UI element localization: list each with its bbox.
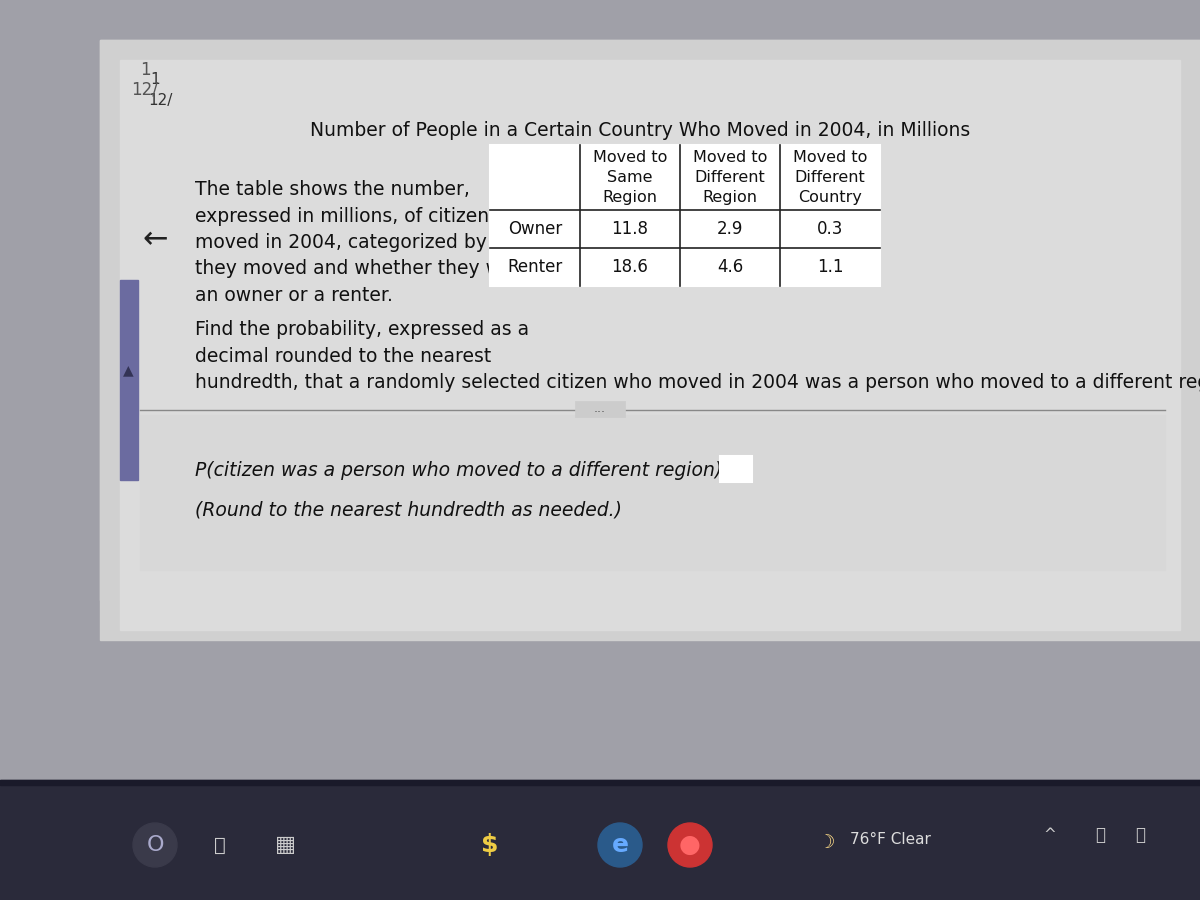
Text: Number of People in a Certain Country Who Moved in 2004, in Millions: Number of People in a Certain Country Wh… (310, 121, 970, 140)
Text: ^: ^ (1044, 827, 1056, 842)
Text: Moved to
Same
Region: Moved to Same Region (593, 150, 667, 205)
Circle shape (668, 823, 712, 867)
Text: The table shows the number,
expressed in millions, of citizens who
moved in 2004: The table shows the number, expressed in… (194, 180, 551, 305)
Text: 🔊: 🔊 (1135, 826, 1145, 844)
Text: ←: ← (143, 226, 168, 255)
Bar (720, 456, 752, 482)
Text: Renter: Renter (508, 258, 563, 276)
Bar (0, 780, 1200, 785)
Bar (100, 40, 1200, 600)
Text: 1: 1 (150, 73, 160, 87)
Text: Moved to
Different
Region: Moved to Different Region (692, 150, 767, 205)
Bar (490, 145, 880, 286)
Text: 0.3: 0.3 (817, 220, 844, 238)
Text: ▲: ▲ (122, 363, 133, 377)
Bar (0, 780, 1200, 900)
Text: Find the probability, expressed as a
decimal rounded to the nearest
hundredth, t: Find the probability, expressed as a dec… (194, 320, 1200, 392)
Text: 12/: 12/ (148, 93, 173, 107)
Text: 11.8: 11.8 (612, 220, 648, 238)
Text: $: $ (481, 833, 499, 857)
Text: 76°F Clear: 76°F Clear (850, 832, 931, 848)
Circle shape (598, 823, 642, 867)
Text: 18.6: 18.6 (612, 258, 648, 276)
Text: 1: 1 (139, 61, 150, 79)
Text: O: O (146, 835, 163, 855)
Bar (100, 40, 1200, 640)
Text: 12/: 12/ (132, 81, 158, 99)
Text: Owner: Owner (508, 220, 562, 238)
Text: ☽: ☽ (817, 832, 835, 851)
Bar (140, 415, 1165, 570)
Text: ...: ... (594, 402, 606, 416)
Text: 2.9: 2.9 (716, 220, 743, 238)
Text: 🔔: 🔔 (1096, 826, 1105, 844)
Text: Moved to
Different
Country: Moved to Different Country (793, 150, 868, 205)
Text: 4.6: 4.6 (716, 258, 743, 276)
Text: ●: ● (679, 833, 701, 857)
Text: 1.1: 1.1 (817, 258, 844, 276)
Circle shape (133, 823, 178, 867)
Text: (Round to the nearest hundredth as needed.): (Round to the nearest hundredth as neede… (194, 500, 622, 519)
Text: e: e (612, 833, 629, 857)
Text: 点: 点 (214, 835, 226, 854)
Bar (120, 60, 1180, 630)
Text: P(citizen was a person who moved to a different region) ≈: P(citizen was a person who moved to a di… (194, 461, 744, 480)
Bar (575, 401, 625, 417)
Bar (120, 280, 138, 480)
Text: ▦: ▦ (275, 835, 295, 855)
